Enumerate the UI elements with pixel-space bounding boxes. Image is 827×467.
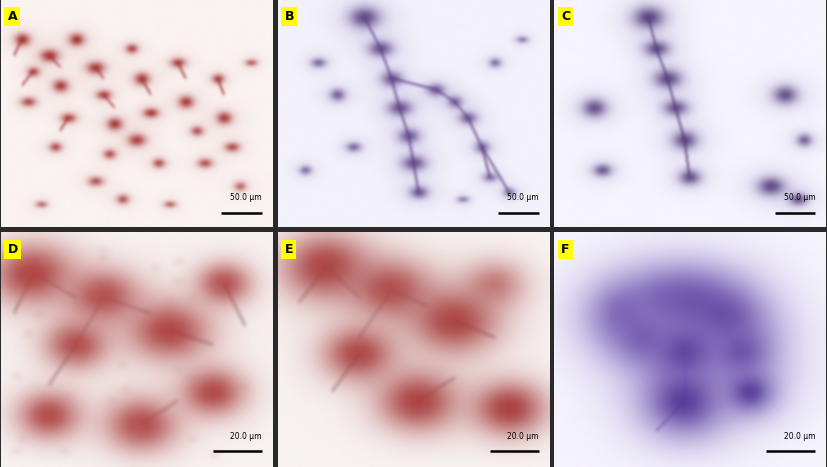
Text: A: A [7, 10, 17, 23]
Text: D: D [7, 243, 18, 255]
Text: 20.0 μm: 20.0 μm [230, 432, 262, 441]
Text: F: F [562, 243, 570, 255]
Text: 20.0 μm: 20.0 μm [507, 432, 538, 441]
Text: 50.0 μm: 50.0 μm [507, 193, 538, 202]
Text: B: B [284, 10, 294, 23]
Text: E: E [284, 243, 293, 255]
Text: 50.0 μm: 50.0 μm [784, 193, 815, 202]
Text: 20.0 μm: 20.0 μm [784, 432, 815, 441]
Text: 50.0 μm: 50.0 μm [230, 193, 262, 202]
Text: C: C [562, 10, 571, 23]
